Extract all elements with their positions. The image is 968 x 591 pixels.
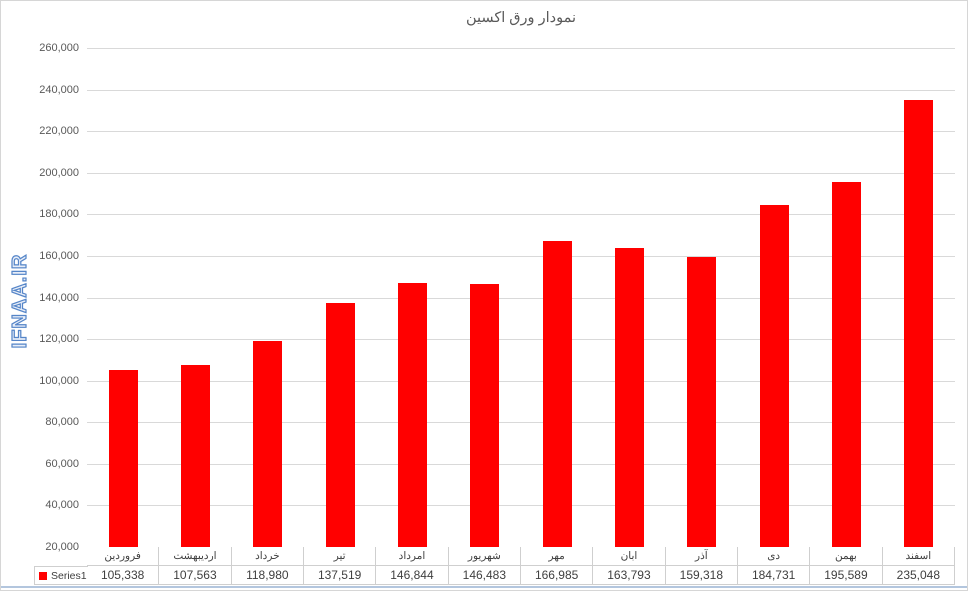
value-cell: 146,844: [376, 566, 449, 585]
legend-series-label: Series1: [51, 569, 87, 582]
category-cell: خرداد: [231, 547, 304, 566]
bar: [325, 302, 355, 547]
gridline: [87, 173, 955, 174]
value-cell: 163,793: [593, 566, 666, 585]
y-axis-tick-label: 120,000: [39, 333, 79, 345]
category-cell: ابان: [593, 547, 666, 566]
chart-title: نمودار ورق اکسین: [466, 10, 576, 26]
y-axis-tick-label: 140,000: [39, 292, 79, 304]
gridline: [87, 48, 955, 49]
value-cell: 107,563: [159, 566, 232, 585]
bottom-accent-line: [1, 586, 967, 588]
gridline: [87, 214, 955, 215]
gridline: [87, 464, 955, 465]
bar: [108, 369, 138, 547]
value-cell: 146,483: [448, 566, 521, 585]
bar: [470, 284, 500, 547]
y-axis-tick-label: 60,000: [45, 458, 79, 470]
category-cell: تیر: [304, 547, 377, 566]
y-axis-tick-label: 240,000: [39, 84, 79, 96]
category-cell: شهریور: [448, 547, 521, 566]
gridline: [87, 505, 955, 506]
bar: [832, 181, 861, 547]
category-cell: بهمن: [810, 547, 883, 566]
gridline: [87, 422, 955, 423]
value-cell: 159,318: [665, 566, 738, 585]
category-cell: اسفند: [882, 547, 955, 566]
value-cell: 105,338: [87, 566, 160, 585]
gridline: [87, 381, 955, 382]
legend: Series1: [34, 566, 88, 585]
value-cell: 137,519: [304, 566, 377, 585]
category-cell: آذر: [665, 547, 738, 566]
y-axis-tick-label: 80,000: [45, 416, 79, 428]
bar: [253, 341, 283, 547]
gridline: [87, 298, 955, 299]
y-axis-tick-label: 40,000: [45, 499, 79, 511]
y-axis-tick-label: 160,000: [39, 250, 79, 262]
value-cell: 166,985: [521, 566, 594, 585]
category-cell: امرداد: [376, 547, 449, 566]
value-cell: 118,980: [231, 566, 304, 585]
category-cell: اردیبهشت: [159, 547, 232, 566]
value-cell: 235,048: [882, 566, 955, 585]
bar: [904, 99, 934, 547]
gridline: [87, 339, 955, 340]
bar: [181, 364, 210, 547]
gridline: [87, 256, 955, 257]
bar: [759, 204, 789, 547]
bar: [615, 248, 644, 547]
category-cell: مهر: [521, 547, 594, 566]
y-axis-tick-label: 220,000: [39, 125, 79, 137]
legend-marker-icon: [39, 571, 47, 580]
y-axis-tick-label: 200,000: [39, 167, 79, 179]
y-axis-tick-label: 180,000: [39, 208, 79, 220]
bar: [687, 257, 717, 547]
y-axis-tick-label: 20,000: [45, 541, 79, 553]
value-cell: 195,589: [810, 566, 883, 585]
value-cell: 184,731: [738, 566, 811, 585]
y-axis-tick-label: 260,000: [39, 42, 79, 54]
bar: [398, 283, 427, 547]
bar: [542, 241, 572, 547]
y-axis-tick-label: 100,000: [39, 375, 79, 387]
gridline: [87, 90, 955, 91]
category-cell: دی: [738, 547, 811, 566]
category-cell: فروردین: [87, 547, 160, 566]
gridline: [87, 131, 955, 132]
